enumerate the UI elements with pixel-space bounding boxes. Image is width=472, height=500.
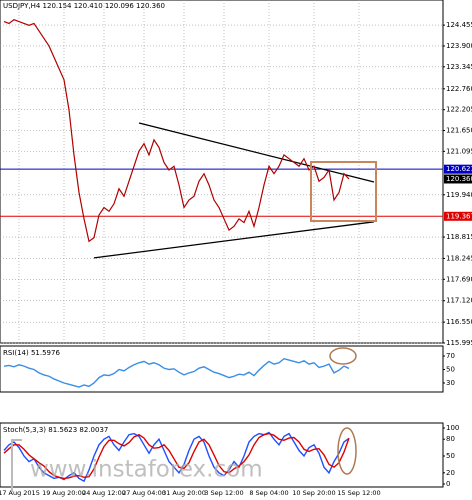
watermark: www.instaforex.com xyxy=(30,457,263,483)
y-tick-label: 122.205 xyxy=(446,106,472,114)
series-line xyxy=(3,357,350,388)
series-line xyxy=(3,18,350,243)
x-tick-label: 19 Aug 20:00 xyxy=(42,489,86,497)
x-tick-label: 27 Aug 04:00 xyxy=(122,489,166,497)
x-tick-label: 31 Aug 20:00 xyxy=(162,489,206,497)
trendline xyxy=(93,221,375,259)
level-label: 120.621 xyxy=(446,165,472,173)
y-tick-label: 118.815 xyxy=(446,233,472,241)
y-tick-label: 115.995 xyxy=(446,339,472,347)
stoch-highlight xyxy=(337,427,357,475)
y-tick-label: 117.690 xyxy=(446,275,472,283)
y-tick-label: 80 xyxy=(446,435,455,443)
y-tick-label: 70 xyxy=(446,352,455,360)
trendline xyxy=(138,122,375,183)
stoch-frame xyxy=(0,422,444,488)
y-tick-label: 123.900 xyxy=(446,42,472,50)
level-label: 120.360 xyxy=(446,175,472,183)
y-tick-label: 30 xyxy=(446,379,455,387)
rsi-highlight xyxy=(329,347,357,365)
x-tick-label: 3 Sep 12:00 xyxy=(204,489,243,497)
rsi-title: RSI(14) 51.5976 xyxy=(3,349,60,357)
level-tag xyxy=(444,211,472,221)
y-tick-label: 50 xyxy=(446,452,455,460)
y-tick-label: 121.095 xyxy=(446,147,472,155)
y-tick-label: 122.760 xyxy=(446,85,472,93)
y-tick-label: 118.245 xyxy=(446,254,472,262)
x-tick-label: 8 Sep 04:00 xyxy=(249,489,288,497)
main-title: USDJPY,H4 120.154 120.410 120.096 120.36… xyxy=(3,2,165,10)
y-tick-label: 117.120 xyxy=(446,297,472,305)
level-label: 119.367 xyxy=(446,212,472,220)
x-tick-label: 15 Sep 12:00 xyxy=(337,489,380,497)
y-tick-label: 0 xyxy=(446,480,450,488)
main-frame xyxy=(0,0,444,344)
watermark-bracket xyxy=(11,439,22,492)
level-tag xyxy=(444,174,472,184)
level-tag xyxy=(444,164,472,174)
x-tick-label: 10 Sep 20:00 xyxy=(292,489,335,497)
rsi-frame xyxy=(0,345,444,393)
stoch-title: Stoch(5,3,3) 81.5623 82.0037 xyxy=(3,426,108,434)
series-line xyxy=(3,432,350,480)
y-tick-label: 121.650 xyxy=(446,127,472,135)
x-tick-label: 17 Aug 2015 xyxy=(0,489,40,497)
y-tick-label: 50 xyxy=(446,366,455,374)
y-tick-label: 100 xyxy=(446,424,459,432)
y-tick-label: 116.550 xyxy=(446,318,472,326)
highlight-box xyxy=(310,161,377,222)
y-tick-label: 20 xyxy=(446,469,455,477)
x-tick-label: 24 Aug 12:00 xyxy=(82,489,126,497)
y-tick-label: 123.345 xyxy=(446,63,472,71)
y-tick-label: 119.940 xyxy=(446,191,472,199)
y-tick-label: 124.455 xyxy=(446,21,472,29)
